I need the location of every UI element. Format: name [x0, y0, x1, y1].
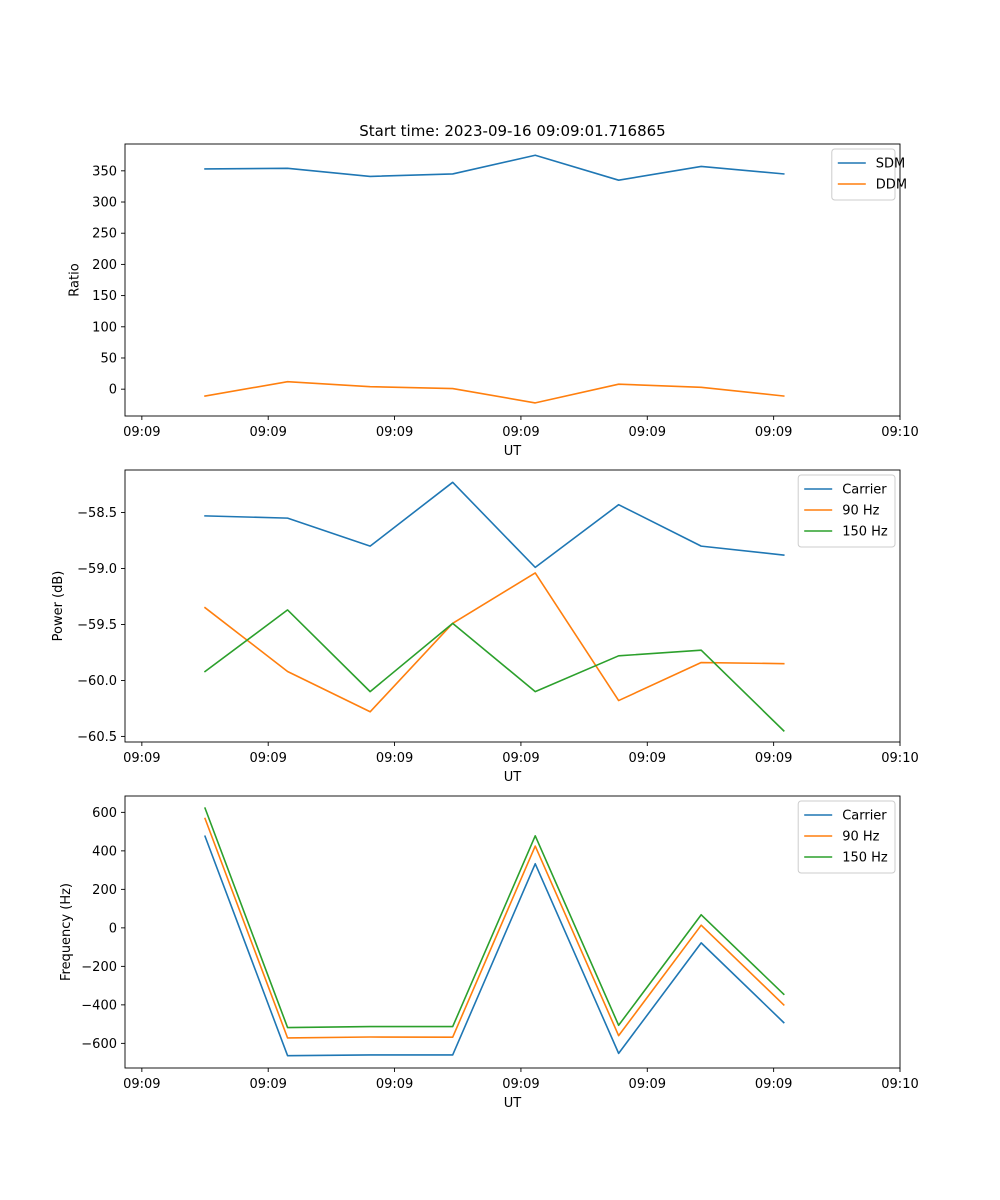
legend-label: Carrier	[842, 483, 887, 498]
x-tick-label: 09:09	[249, 425, 286, 440]
x-axis-label: UT	[504, 444, 522, 459]
x-tick-label: 09:09	[376, 425, 413, 440]
y-tick-label: −400	[81, 998, 117, 1013]
series-line-90-hz	[203, 572, 785, 713]
series-line-90-hz	[203, 817, 785, 1039]
x-tick-label: 09:09	[123, 751, 160, 766]
series-line-ddm	[204, 380, 785, 404]
legend: Carrier 90 Hz 150 Hz	[797, 474, 896, 548]
legend: Carrier 90 Hz 150 Hz	[797, 800, 896, 874]
legend-label: 150 Hz	[842, 851, 888, 866]
x-tick-label: 09:09	[629, 425, 666, 440]
series-group	[204, 154, 785, 404]
legend-box	[797, 800, 896, 874]
x-tick-label: 09:09	[249, 751, 286, 766]
x-tick-label: 09:09	[123, 425, 160, 440]
y-tick-label: −600	[81, 1037, 117, 1052]
legend-box	[797, 474, 896, 548]
legend-label: SDM	[876, 157, 905, 172]
y-tick-label: 400	[92, 844, 117, 859]
y-tick-label: 50	[100, 351, 117, 366]
y-tick-label: 600	[92, 806, 117, 821]
chart-panel-3: 09:09 09:09 09:09 09:09 09:09 09:09 09:10 −600 −…	[59, 795, 919, 1111]
x-tick-label: 09:09	[629, 751, 666, 766]
legend-label: DDM	[876, 178, 907, 193]
y-tick-label: 100	[92, 320, 117, 335]
legend-box	[831, 148, 896, 201]
x-tick-label: 09:09	[502, 751, 539, 766]
y-tick-label: −60.0	[77, 674, 117, 689]
legend: SDM DDM	[831, 148, 907, 201]
legend-label: 90 Hz	[842, 504, 879, 519]
x-tick-label: 09:09	[629, 1077, 666, 1092]
series-group	[203, 481, 785, 732]
plot-frame	[124, 795, 901, 1069]
x-tick-label: 09:09	[376, 1077, 413, 1092]
y-axis-label: Power (dB)	[51, 571, 66, 642]
y-tick-label: 350	[92, 164, 117, 179]
y-axis-label: Frequency (Hz)	[59, 883, 74, 981]
y-axis-label: Ratio	[67, 263, 82, 296]
x-axis-label: UT	[504, 770, 522, 785]
y-tick-label: −200	[81, 960, 117, 975]
plot-frame	[124, 469, 901, 743]
x-tick-label: 09:09	[376, 751, 413, 766]
x-tick-label: 09:09	[755, 425, 792, 440]
y-tick-label: 200	[92, 883, 117, 898]
chart-title: Start time: 2023-09-16 09:09:01.716865	[359, 122, 665, 140]
series-line-sdm	[204, 154, 785, 181]
x-tick-label: 09:10	[881, 751, 918, 766]
x-tick-label: 09:09	[123, 1077, 160, 1092]
series-group	[203, 807, 785, 1057]
x-tick-label: 09:09	[502, 425, 539, 440]
y-tick-label: 150	[92, 289, 117, 304]
series-line-150-hz	[203, 609, 785, 732]
plot-frame	[124, 143, 901, 417]
y-tick-label: 0	[109, 383, 117, 398]
x-axis-label: UT	[504, 1096, 522, 1111]
x-tick-label: 09:09	[755, 1077, 792, 1092]
y-tick-label: −60.5	[77, 730, 117, 745]
series-line-carrier	[204, 481, 785, 569]
chart-panel-2: 09:09 09:09 09:09 09:09 09:09 09:09 09:10 −60.5…	[51, 469, 919, 785]
y-tick-label: 0	[109, 921, 117, 936]
x-tick-label: 09:09	[249, 1077, 286, 1092]
x-tick-label: 09:10	[881, 1077, 918, 1092]
legend-label: Carrier	[842, 809, 887, 824]
x-tick-label: 09:09	[755, 751, 792, 766]
x-tick-label: 09:09	[502, 1077, 539, 1092]
series-line-carrier	[203, 835, 785, 1057]
y-tick-label: 300	[92, 196, 117, 211]
y-tick-label: −59.5	[77, 618, 117, 633]
y-tick-label: −59.0	[77, 562, 117, 577]
chart-panel-1: 09:09 09:09 09:09 09:09 09:09 09:09 09:10 0 50 10…	[67, 122, 918, 459]
y-tick-label: 250	[92, 227, 117, 242]
y-tick-label: 200	[92, 258, 117, 273]
x-tick-label: 09:10	[881, 425, 918, 440]
legend-label: 150 Hz	[842, 525, 888, 540]
y-tick-label: −58.5	[77, 506, 117, 521]
legend-label: 90 Hz	[842, 830, 879, 845]
series-line-150-hz	[203, 807, 785, 1029]
